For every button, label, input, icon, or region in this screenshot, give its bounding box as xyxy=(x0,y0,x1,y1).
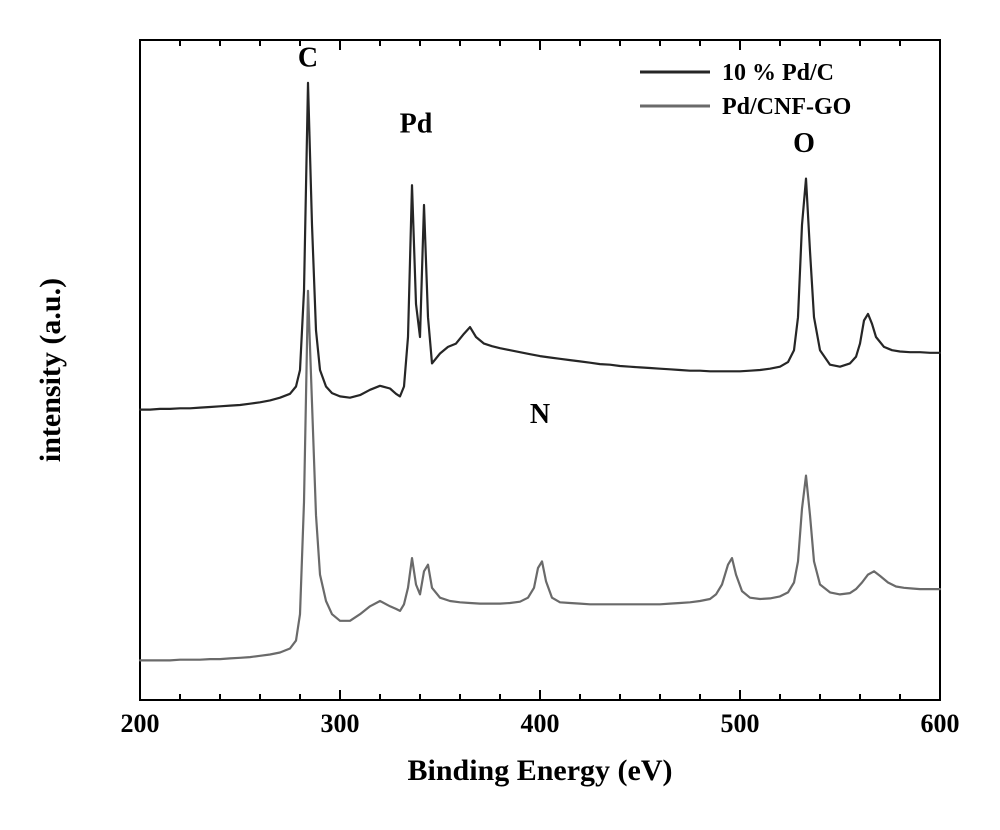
x-tick-label: 400 xyxy=(521,709,560,738)
peak-label-n: N xyxy=(530,399,550,430)
legend-label-1: Pd/CNF-GO xyxy=(722,94,851,120)
x-tick-label: 500 xyxy=(721,709,760,738)
peak-label-c: C xyxy=(298,42,318,73)
x-axis-title: Binding Energy (eV) xyxy=(407,754,672,787)
peak-label-pd: Pd xyxy=(400,108,433,139)
x-tick-label: 300 xyxy=(321,709,360,738)
series-line-0 xyxy=(140,83,940,410)
y-axis-title: intensity (a.u.) xyxy=(34,278,67,462)
xps-chart: 200 300 400 500 600 Binding Energy (eV) intens… xyxy=(0,0,1000,830)
chart-svg: 200 300 400 500 600 Binding Energy (eV) intens… xyxy=(0,0,1000,830)
plot-frame xyxy=(140,40,940,700)
x-tick-label: 200 xyxy=(121,709,160,738)
legend-label-0: 10 % Pd/C xyxy=(722,60,834,86)
x-tick-label: 600 xyxy=(921,709,960,738)
peak-label-o: O xyxy=(793,128,815,159)
